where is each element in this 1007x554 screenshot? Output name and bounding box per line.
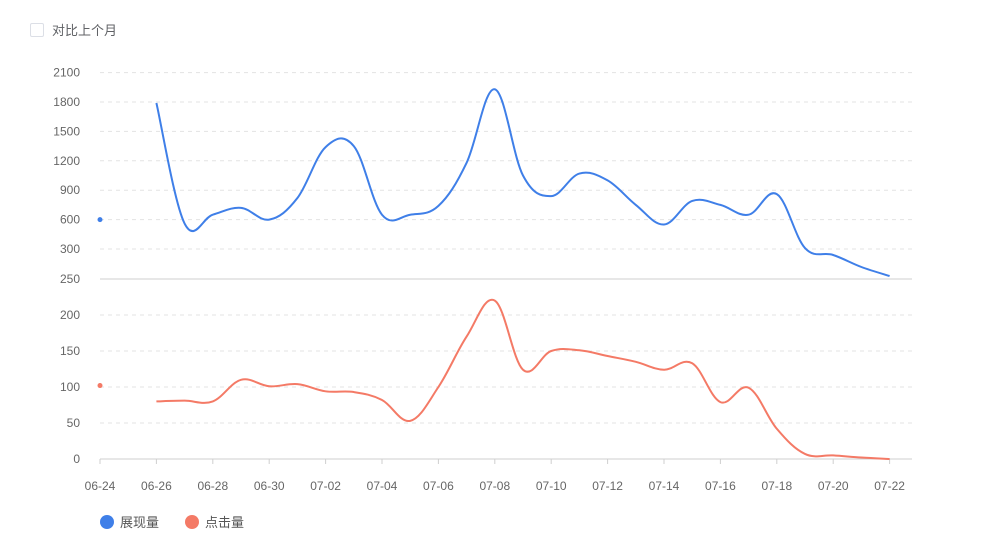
y-axis-ticks: 250 300 600 900 1200 1500 1800 2100 0 50 100 150 200 xyxy=(53,66,80,466)
x-tick-label: 07-16 xyxy=(705,479,736,493)
compare-last-month-label: 对比上个月 xyxy=(52,23,118,38)
x-tick-label: 07-02 xyxy=(310,479,341,493)
chart-series xyxy=(97,88,890,460)
legend-item-clicks[interactable]: 点击量 xyxy=(185,512,244,531)
x-tick-label: 07-10 xyxy=(536,479,567,493)
y-tick-label: 250 xyxy=(60,272,80,286)
x-tick-label: 07-18 xyxy=(761,479,792,493)
legend-impressions-label: 展现量 xyxy=(120,515,160,530)
line-chart: 250 300 600 900 1200 1500 1800 2100 0 50 100 150 200… xyxy=(53,66,912,493)
x-tick-label: 06-24 xyxy=(85,479,116,493)
y-tick-label: 150 xyxy=(60,344,80,358)
y-tick-label: 200 xyxy=(60,308,80,322)
x-tick-label: 06-26 xyxy=(141,479,172,493)
x-axis: 06-24 06-26 06-28 06-30 07-02 07-04 07-06 07-08… xyxy=(85,459,905,493)
series-impressions-line xyxy=(155,88,890,277)
y-tick-label: 300 xyxy=(60,242,80,256)
series-impressions-point xyxy=(97,217,103,223)
x-tick-label: 07-08 xyxy=(479,479,510,493)
y-tick-label: 2100 xyxy=(53,66,80,80)
y-tick-label: 0 xyxy=(73,452,80,466)
y-tick-label: 900 xyxy=(60,183,80,197)
compare-last-month-checkbox[interactable]: 对比上个月 xyxy=(30,20,117,39)
y-tick-label: 100 xyxy=(60,380,80,394)
series-clicks-point xyxy=(97,383,103,389)
series-clicks-line xyxy=(156,298,890,460)
legend-clicks-icon xyxy=(185,514,200,529)
x-tick-label: 07-20 xyxy=(818,479,849,493)
legend-clicks-label: 点击量 xyxy=(205,515,245,530)
legend-item-impressions[interactable]: 展现量 xyxy=(100,512,159,531)
chart-legend: 展现量 点击量 xyxy=(100,512,244,531)
checkbox-box[interactable] xyxy=(30,22,44,37)
x-tick-label: 06-30 xyxy=(254,479,285,493)
x-tick-label: 07-12 xyxy=(592,479,623,493)
x-tick-label: 07-06 xyxy=(423,479,454,493)
y-tick-label: 1500 xyxy=(53,124,80,138)
x-tick-label: 06-28 xyxy=(197,479,228,493)
x-tick-label: 07-04 xyxy=(367,479,398,493)
y-tick-label: 1800 xyxy=(53,95,80,109)
y-tick-label: 600 xyxy=(60,213,80,227)
x-tick-label: 07-22 xyxy=(874,479,905,493)
y-tick-label: 50 xyxy=(67,416,81,430)
chart-grid xyxy=(100,72,912,460)
x-tick-label: 07-14 xyxy=(649,479,680,493)
legend-impressions-icon xyxy=(100,514,114,529)
y-tick-label: 1200 xyxy=(53,154,80,168)
